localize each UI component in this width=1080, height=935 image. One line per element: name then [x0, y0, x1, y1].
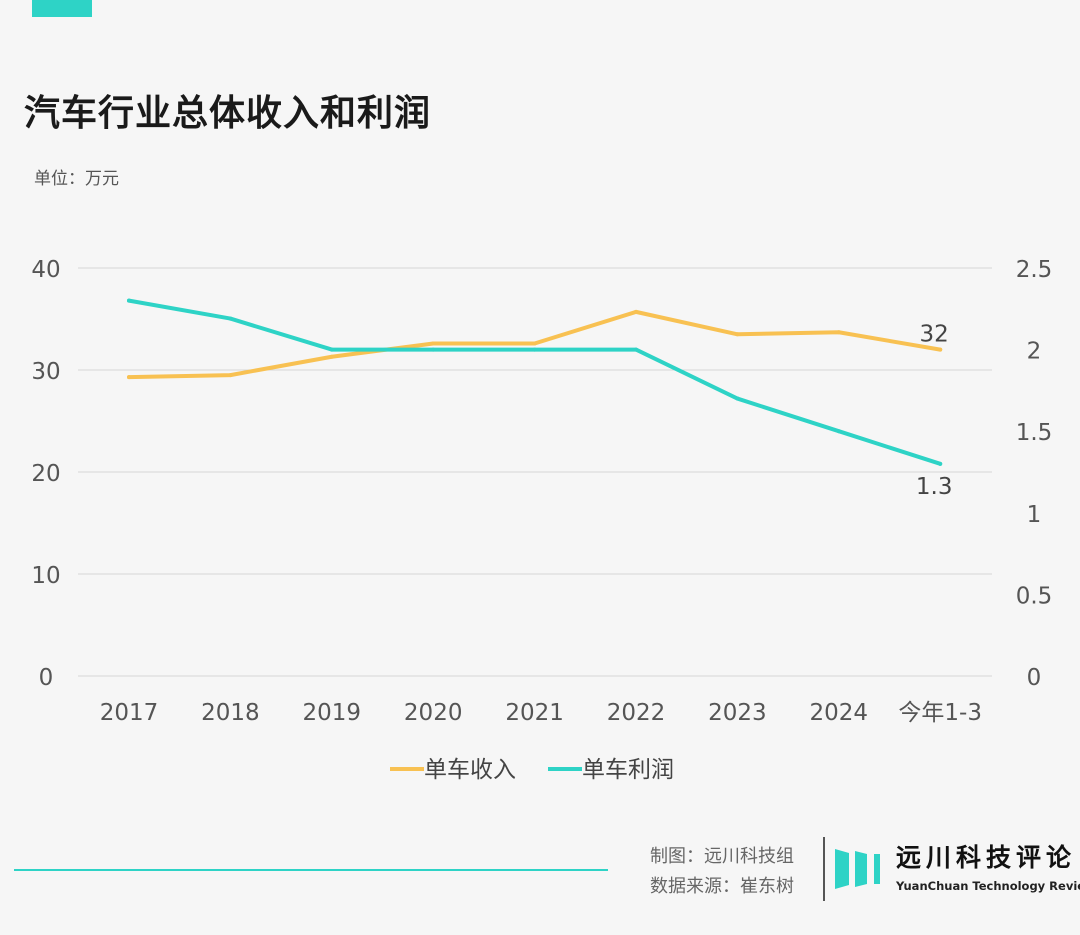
y-right-tick-label: 2.5: [1016, 257, 1053, 283]
y-right-tick-label: 2: [1027, 339, 1042, 365]
x-tick-label: 2017: [100, 700, 159, 726]
data-point: [735, 332, 740, 337]
data-point: [127, 375, 131, 380]
data-point: [836, 330, 841, 335]
x-tick-label: 2018: [201, 700, 260, 726]
y-left-tick-label: 10: [31, 563, 60, 589]
x-tick-label: 2022: [607, 700, 666, 726]
unit-label: 单位：万元: [34, 169, 119, 189]
divider: [823, 837, 825, 901]
y-right-tick-label: 1: [1027, 502, 1042, 528]
y-left-tick-label: 40: [31, 257, 60, 283]
data-label: 32: [920, 322, 949, 348]
x-tick-label: 2021: [505, 700, 564, 726]
data-point: [634, 347, 638, 352]
data-point: [938, 461, 943, 466]
y-right-tick-label: 0.5: [1016, 583, 1053, 609]
credits: 制图：远川科技组 数据来源：崔东树: [650, 842, 794, 902]
legend-label: 单车利润: [582, 757, 674, 783]
made-by: 制图：远川科技组: [650, 846, 794, 867]
legend-label: 单车收入: [424, 757, 516, 783]
y-right-tick-label: 1.5: [1016, 420, 1053, 446]
y-left-tick-label: 30: [31, 359, 60, 385]
data-point: [329, 347, 334, 352]
x-tick-label: 今年1-3: [898, 700, 982, 726]
accent-line: [14, 869, 608, 871]
data-point: [938, 347, 943, 352]
x-tick-label: 2024: [810, 700, 869, 726]
data-source: 数据来源：崔东树: [650, 876, 794, 897]
data-point: [836, 429, 841, 434]
x-tick-label: 2019: [303, 700, 362, 726]
data-point: [532, 341, 537, 346]
data-point: [228, 316, 233, 321]
series-line-profit: [127, 298, 943, 466]
data-point: [532, 347, 537, 352]
data-point: [431, 347, 436, 352]
data-point: [127, 298, 131, 303]
data-point: [735, 396, 740, 401]
data-point: [634, 309, 638, 314]
y-right-tick-label: 0: [1027, 665, 1042, 691]
line-chart: 0 10 20 30 40 0 0.5 1 1.5 2 2.5 2017 2018 2019 2020 202…: [31, 257, 1053, 783]
data-point: [329, 354, 334, 359]
x-tick-label: 2023: [708, 700, 767, 726]
logo-name-en: YuanChuan Technology Review: [896, 879, 1080, 893]
data-point: [431, 341, 436, 346]
y-left-tick-label: 20: [31, 461, 60, 487]
accent-bar: [32, 0, 92, 17]
data-label: 1.3: [916, 474, 953, 500]
logo-icon: [835, 849, 880, 889]
logo-name-cn: 远川科技评论: [896, 843, 1077, 872]
data-point: [228, 373, 233, 378]
x-tick-label: 2020: [404, 700, 463, 726]
chart-title: 汽车行业总体收入和利润: [24, 93, 432, 134]
y-left-tick-label: 0: [39, 665, 54, 691]
